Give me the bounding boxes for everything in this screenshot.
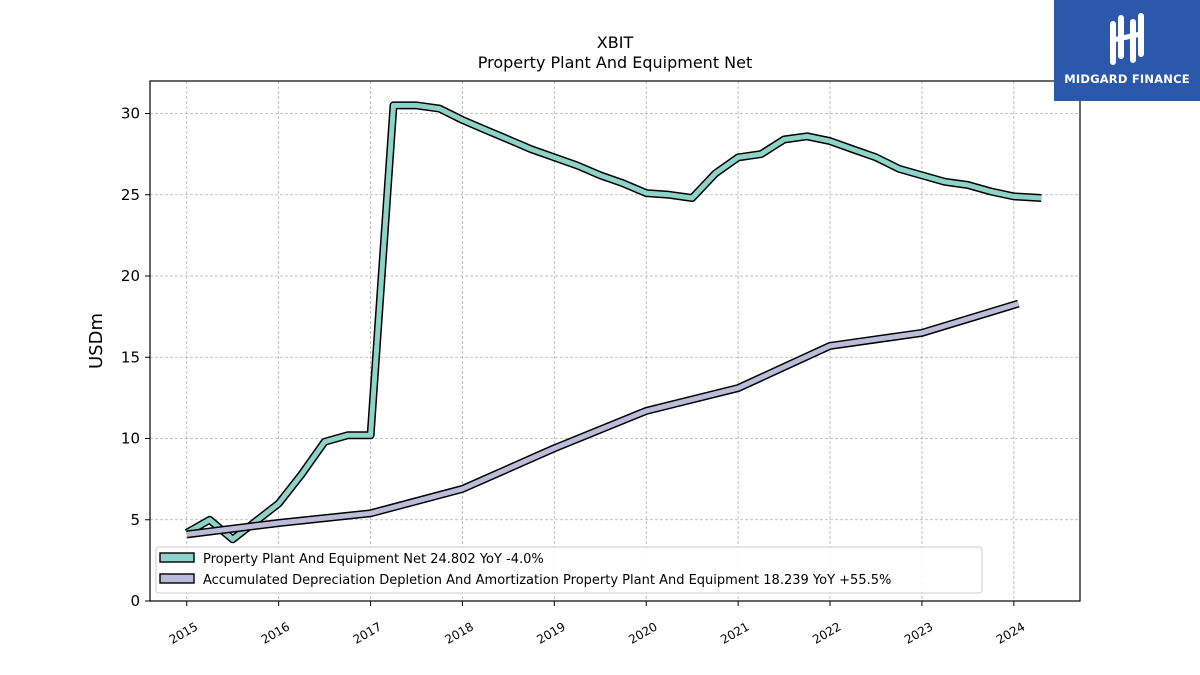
grid [150,81,1080,602]
y-tick-label: 20 [121,267,140,285]
legend-frame [155,546,983,594]
legend-swatch-accum-dep [159,573,195,584]
series-1 [186,299,1020,539]
y-tick-label: 5 [130,511,140,529]
series-layer [184,101,1042,544]
y-axis-label: USDm [86,313,107,369]
x-tick-label: 2017 [351,619,384,646]
x-tick-label: 2016 [259,619,292,646]
legend-label-accum-dep: Accumulated Depreciation Depletion And A… [203,573,891,588]
y-tick-label: 25 [121,186,140,204]
y-tick-label: 15 [121,348,140,366]
chart-subtitle: Property Plant And Equipment Net [478,53,753,72]
logo-text: MIDGARD FINANCE [1064,72,1190,86]
plot-frame [149,80,1081,602]
y-tick-label: 0 [130,592,140,610]
legend-label-ppe-net: Property Plant And Equipment Net 24.802 … [203,552,544,567]
series-line [185,102,1042,542]
x-tick-label: 2019 [534,619,567,646]
x-tick-label: 2024 [994,619,1027,646]
series-0 [184,101,1042,544]
x-tick-label: 2021 [718,619,751,646]
x-tick-label: 2018 [442,619,475,646]
y-tick-label: 10 [121,430,140,448]
legend-swatch-ppe-net [159,552,195,563]
chart-title: XBIT [597,33,634,52]
y-tick-label: 30 [121,105,140,123]
legend: Property Plant And Equipment Net 24.802 … [155,546,983,594]
logo-mark-icon [1110,13,1144,65]
x-tick-label: 2023 [902,619,935,646]
x-tick-label: 2015 [167,619,200,646]
x-tick-label: 2022 [810,619,843,646]
series-line [186,301,1020,537]
x-tick-label: 2020 [626,619,659,646]
midgard-finance-logo: MIDGARD FINANCE [1054,0,1200,101]
